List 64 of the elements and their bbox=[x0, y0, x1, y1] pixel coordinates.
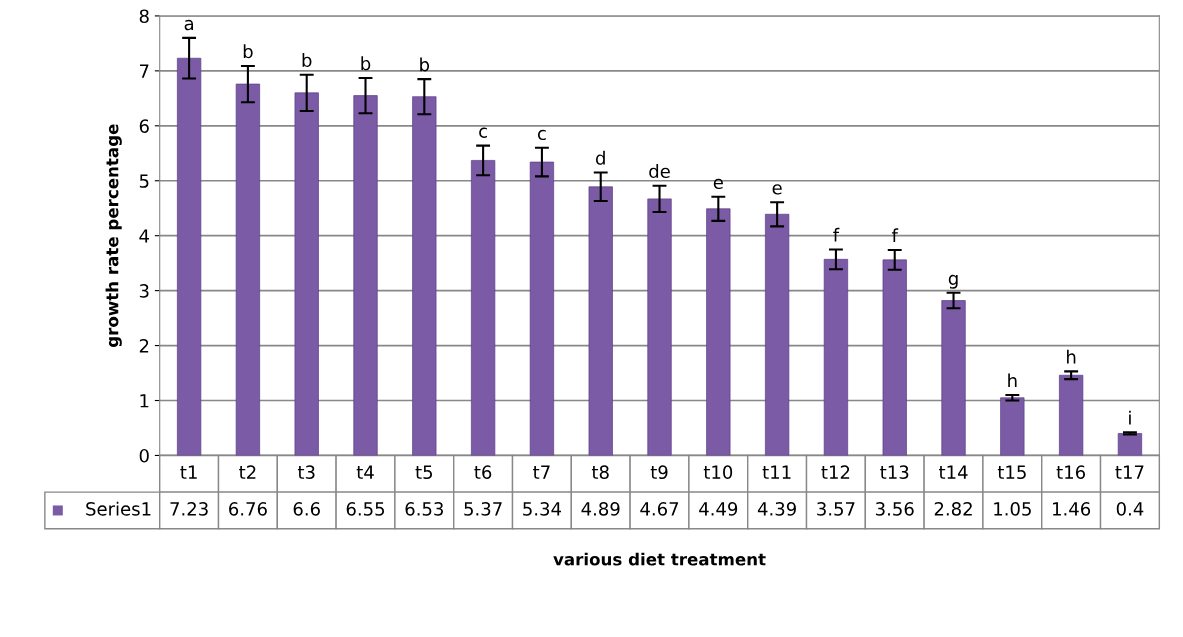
y-tick-label: 8 bbox=[139, 9, 149, 24]
data-label: 0.4 bbox=[1116, 502, 1144, 516]
x-tick-label: t12 bbox=[821, 465, 850, 479]
data-label: 6.55 bbox=[346, 502, 385, 516]
annotation: c bbox=[537, 129, 546, 141]
annotation: b bbox=[302, 53, 312, 68]
data-label: 4.49 bbox=[699, 502, 738, 516]
x-tick-label: t17 bbox=[1115, 465, 1144, 479]
data-label: 5.37 bbox=[464, 502, 502, 516]
data-label: 1.05 bbox=[994, 502, 1031, 516]
annotation: b bbox=[420, 57, 430, 72]
x-tick-label: t13 bbox=[880, 465, 909, 480]
x-tick-label: t1 bbox=[180, 465, 197, 479]
y-tick-label: 7 bbox=[139, 64, 149, 78]
data-label: 4.39 bbox=[757, 502, 796, 516]
bar bbox=[1117, 433, 1143, 456]
annotation: h bbox=[1008, 373, 1017, 388]
data-label: 6.53 bbox=[405, 502, 443, 516]
y-tick-label: 1 bbox=[140, 394, 149, 408]
x-tick-label: t14 bbox=[938, 465, 968, 479]
x-tick-label: t5 bbox=[415, 465, 433, 480]
x-tick-label: t9 bbox=[650, 465, 668, 480]
annotation: b bbox=[361, 56, 371, 71]
annotation: c bbox=[479, 127, 487, 138]
x-tick-label: t6 bbox=[474, 465, 492, 480]
y-tick-label: 5 bbox=[139, 174, 149, 188]
x-tick-label: t7 bbox=[533, 465, 550, 479]
y-tick-label: 6 bbox=[139, 119, 149, 133]
x-tick-label: t8 bbox=[591, 465, 609, 480]
x-tick-label: t10 bbox=[703, 465, 733, 480]
x-tick-label: t11 bbox=[762, 465, 791, 479]
x-tick-label: t16 bbox=[1056, 465, 1086, 480]
data-label: 4.89 bbox=[581, 502, 620, 516]
legend-label: Series1 bbox=[86, 501, 151, 516]
data-label: 5.34 bbox=[523, 502, 562, 516]
y-axis-title: growth rate percentage bbox=[105, 124, 122, 347]
data-label: 6.6 bbox=[293, 502, 320, 516]
annotation: h bbox=[1067, 349, 1076, 364]
x-tick-label: t2 bbox=[239, 465, 256, 479]
annotation: b bbox=[243, 44, 253, 59]
annotation: de bbox=[649, 164, 670, 179]
annotation: e bbox=[772, 184, 782, 195]
x-axis-title: various diet treatment bbox=[553, 552, 766, 566]
annotation: f bbox=[891, 228, 899, 243]
annotation: i bbox=[1129, 410, 1131, 425]
annotation: d bbox=[595, 150, 605, 165]
data-label: 3.56 bbox=[876, 502, 914, 516]
data-label: 2.82 bbox=[934, 502, 972, 516]
x-tick-label: t15 bbox=[997, 465, 1026, 480]
annotation: g bbox=[948, 274, 958, 289]
data-label: 1.46 bbox=[1053, 502, 1091, 516]
annotation: f bbox=[833, 227, 840, 242]
data-label: 6.76 bbox=[229, 502, 267, 516]
annotation: a bbox=[184, 19, 193, 31]
data-label: 3.57 bbox=[817, 502, 855, 516]
x-tick-label: t3 bbox=[297, 465, 315, 480]
x-tick-label: t4 bbox=[356, 465, 374, 479]
data-label: 7.23 bbox=[170, 502, 208, 516]
y-tick-label: 4 bbox=[139, 229, 149, 243]
y-tick-label: 2 bbox=[139, 339, 149, 353]
annotation: e bbox=[713, 178, 723, 190]
y-tick-label: 3 bbox=[139, 284, 149, 298]
y-tick-label: 0 bbox=[139, 448, 149, 463]
data-label: 4.67 bbox=[640, 502, 679, 516]
